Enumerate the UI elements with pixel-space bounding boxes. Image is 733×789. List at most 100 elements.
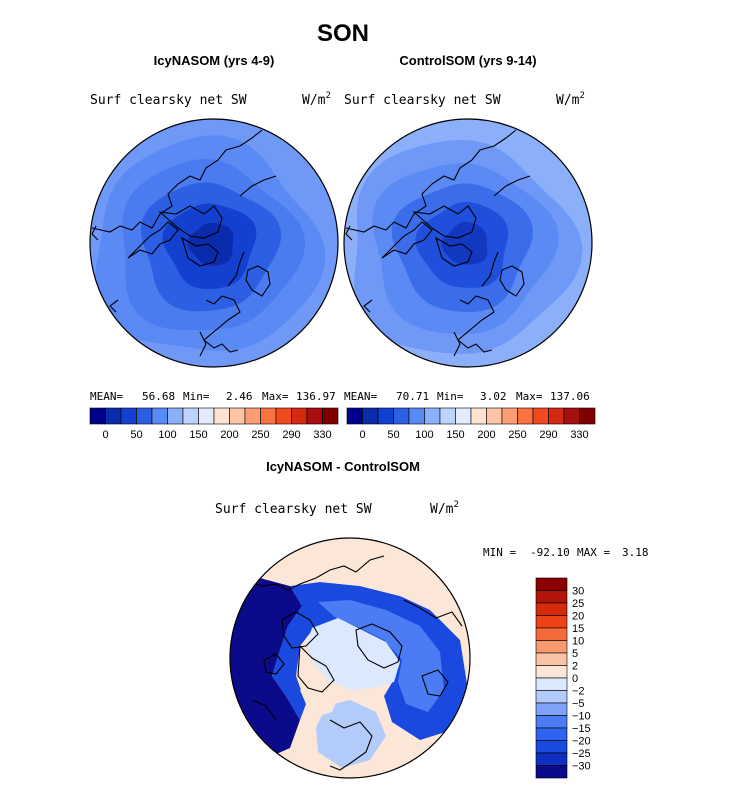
panel-controlsom: ControlSOM (yrs 9-14) Surf clearsky net … [343,53,596,441]
map-border [229,537,471,779]
variable-label: Surf clearsky net SW [215,502,372,517]
field-region-north-positive [230,560,470,610]
variable-label: Surf clearsky net SW [90,93,247,108]
colorbar-swatch [579,407,596,425]
colorbar-swatch [182,407,199,425]
colorbar-tick-label: 250 [508,429,526,441]
colorbar-tick-label: 30 [572,586,584,598]
colorbar-tick-label: 330 [313,429,331,441]
colorbar-tick-label: 200 [220,429,238,441]
colorbar-tick-label: 0 [102,429,108,441]
contour-band-lat-80 [441,221,488,265]
colorbar-tick-label: 150 [446,429,464,441]
colorbar-swatch [244,407,261,425]
colorbar-swatch [486,407,503,425]
colorbar-swatch [213,407,230,425]
colorbar-swatch [470,407,487,425]
colorbar-swatch [424,407,441,425]
colorbar-tick-label: 200 [477,429,495,441]
colorbar-tick-label: 50 [130,429,142,441]
colorbar-swatch [393,407,410,425]
colorbar-swatch [136,407,153,425]
panel-difference: IcyNASOM - ControlSOM Surf clearsky net … [215,459,649,779]
field-contours [354,139,583,354]
field-region-moderate-negative [318,600,444,712]
colorbar-tick-label: 10 [572,636,584,648]
colorbar-tick-label: 2 [572,661,578,673]
colorbar-swatch [167,407,184,425]
colorbar-swatch [548,407,565,425]
colorbar-tick-label: −20 [572,736,591,748]
colorbar-tick-label: 15 [572,623,584,635]
coastlines [345,129,531,357]
colorbar-swatch [535,577,568,591]
colorbar-swatch [275,407,292,425]
map-border [89,118,339,368]
variable-label: Surf clearsky net SW [344,93,501,108]
colorbar-tick-label: 50 [387,429,399,441]
panel-title: IcyNASOM (yrs 4-9) [154,53,275,68]
colorbar-swatch [532,407,549,425]
colorbar-swatch [291,407,308,425]
colorbar-tick-label: 150 [189,429,207,441]
colorbar-swatch [229,407,246,425]
min-max-label: MIN = -92.10 MAX = 3.18 [483,546,649,559]
colorbar-swatch [377,407,394,425]
colorbar-swatch [535,627,568,641]
colorbar-swatch [151,407,168,425]
colorbar: 0 50 100 150 200 250 290 330 [346,407,596,441]
colorbar-swatch [89,407,106,425]
colorbar-swatch [535,690,568,704]
colorbar-swatch [535,702,568,716]
colorbar-swatch [535,652,568,666]
panel-title: ControlSOM (yrs 9-14) [399,53,536,68]
colorbar-tick-label: −25 [572,748,591,760]
colorbar-swatch [501,407,518,425]
coastlines [91,129,277,357]
colorbar-swatch [535,752,568,766]
colorbar-swatch [535,677,568,691]
colorbar-swatch [455,407,472,425]
colorbar-swatch [563,407,580,425]
stats-line: MEAN= 56.68 Min= 2.46 Max= 136.97 [90,390,336,403]
colorbar: 0 50 100 150 200 250 290 330 [89,407,339,441]
colorbar-swatch [535,765,568,779]
map-area [90,119,338,367]
contour-band-lat-80 [187,222,234,266]
map-border [343,118,593,368]
colorbar-swatch [535,602,568,616]
panel-title: IcyNASOM - ControlSOM [266,459,420,474]
colorbar-swatch [120,407,137,425]
field-region-near-zero [316,700,386,768]
colorbar-tick-label: 0 [359,429,365,441]
colorbar-swatch [517,407,534,425]
map-area [230,538,470,778]
colorbar-tick-label: 25 [572,598,584,610]
coastlines [245,555,463,771]
colorbar-tick-label: −2 [572,686,585,698]
colorbar-tick-label: 290 [282,429,300,441]
map-area [344,119,592,367]
colorbar-swatch [535,640,568,654]
colorbar-tick-label: 5 [572,648,578,660]
colorbar-tick-label: 250 [251,429,269,441]
colorbar-tick-label: 100 [415,429,433,441]
colorbar-swatch [105,407,122,425]
colorbar-swatch [408,407,425,425]
colorbar-tick-label: 290 [539,429,557,441]
colorbar-tick-label: 20 [572,611,584,623]
units-label: W/m2 [430,500,459,517]
colorbar-tick-label: −15 [572,723,591,735]
units-label: W/m2 [556,91,585,108]
figure-title: SON [317,20,369,47]
units-label: W/m2 [302,91,331,108]
colorbar-tick-label: −10 [572,711,591,723]
colorbar-swatch [322,407,339,425]
colorbar-swatch [198,407,215,425]
colorbar-swatch [346,407,363,425]
colorbar-swatch [535,665,568,679]
colorbar-swatch [439,407,456,425]
colorbar-tick-label: 0 [572,673,578,685]
